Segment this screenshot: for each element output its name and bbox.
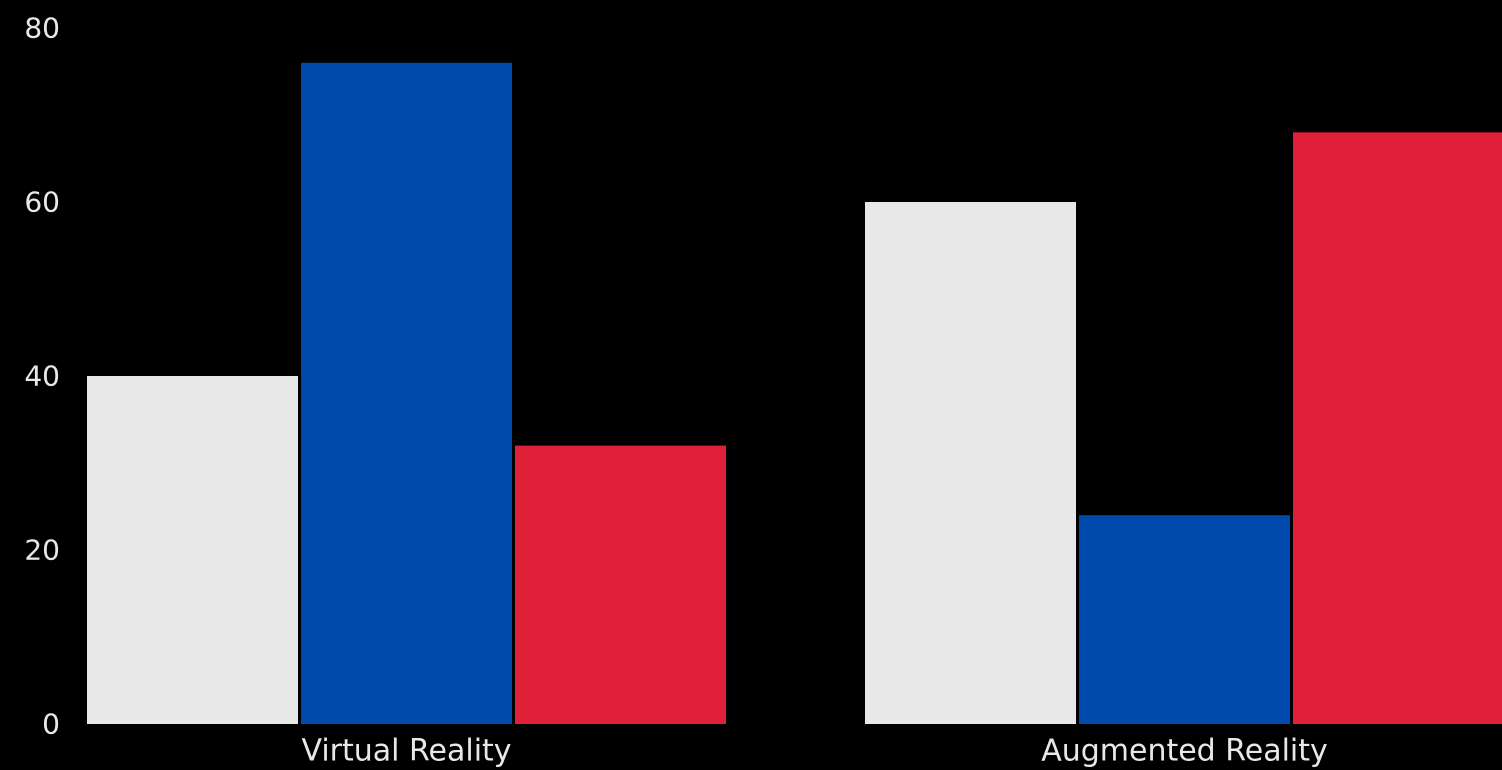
x-category-label: Augmented Reality — [1041, 734, 1328, 769]
y-tick-label: 0 — [42, 708, 60, 741]
y-tick-label: 60 — [24, 186, 60, 219]
bar — [515, 445, 726, 724]
bar — [865, 202, 1076, 724]
bar — [1079, 515, 1290, 724]
bar — [87, 376, 298, 724]
bars — [87, 62, 1502, 725]
bar — [301, 62, 512, 725]
x-axis: Virtual Reality Augmented Reality — [301, 734, 1327, 769]
y-tick-label: 40 — [24, 360, 60, 393]
y-axis: 0 20 40 60 80 — [24, 12, 60, 741]
y-tick-label: 80 — [24, 12, 60, 45]
y-tick-label: 20 — [24, 534, 60, 567]
bar — [1293, 132, 1502, 724]
x-category-label: Virtual Reality — [301, 734, 511, 769]
